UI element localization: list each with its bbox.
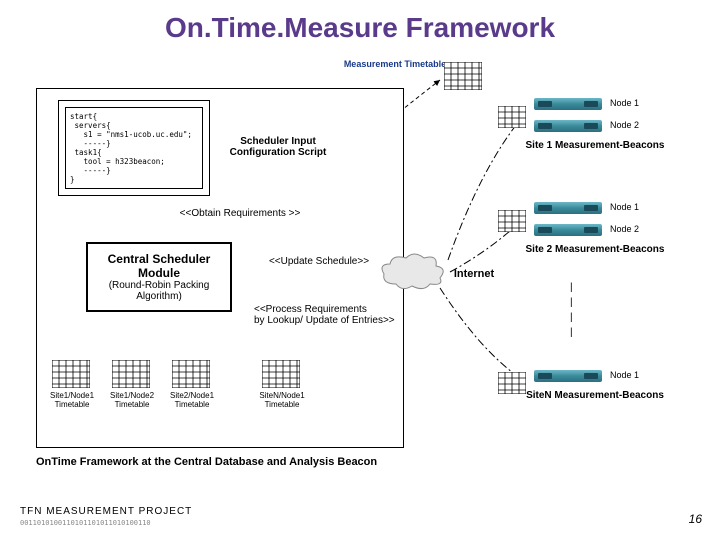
timetable-grid-icon (262, 360, 300, 388)
process-req-label: <<Process Requirements by Lookup/ Update… (254, 304, 414, 326)
svg-text:|: | (570, 312, 573, 323)
diagram-area: … | | | | start{ servers{ s1 = "nms1-uco… (0, 50, 720, 490)
node-label: Node 1 (610, 98, 639, 108)
timetable-grid-icon (112, 360, 150, 388)
site-grid-icon (498, 106, 526, 128)
svg-text:|: | (570, 297, 573, 308)
site-beacons-label: SiteN Measurement-Beacons (510, 390, 680, 401)
svg-text:|: | (570, 327, 573, 338)
svg-text:|: | (570, 282, 573, 293)
server-icon (534, 120, 602, 138)
footer-caption: OnTime Framework at the Central Database… (36, 456, 377, 468)
timetable-grid-icon (52, 360, 90, 388)
internet-cloud-icon (378, 250, 448, 294)
site-beacons-label: Site 1 Measurement-Beacons (510, 140, 680, 151)
project-logo: TFN MEASUREMENT PROJECT 0011010100110101… (20, 506, 192, 528)
scheduler-input-label: Scheduler Input Configuration Script (218, 136, 338, 158)
logo-text: TFN MEASUREMENT PROJECT (20, 506, 192, 517)
node-label: Node 1 (610, 202, 639, 212)
page-title: On.Time.Measure Framework (0, 0, 720, 44)
obtain-req-label: <<Obtain Requirements >> (160, 208, 320, 219)
server-icon (534, 98, 602, 116)
timetable-grid-icon (172, 360, 210, 388)
server-icon (534, 224, 602, 242)
config-script-box: start{ servers{ s1 = "nms1-ucob.uc.edu";… (58, 100, 210, 196)
measurement-timetable-label: Measurement Timetable (330, 60, 460, 70)
scheduler-title: Central Scheduler Module (92, 252, 226, 280)
server-icon (534, 370, 602, 388)
update-schedule-label: <<Update Schedule>> (254, 256, 384, 267)
node-label: Node 1 (610, 370, 639, 380)
site-grid-icon (498, 210, 526, 232)
internet-label: Internet (444, 268, 504, 280)
server-icon (534, 202, 602, 220)
scheduler-subtitle: (Round-Robin Packing Algorithm) (92, 280, 226, 302)
measurement-timetable-grid-icon (444, 62, 482, 90)
logo-bits: 0011010100110101101011010100110 (20, 519, 151, 527)
node-label: Node 2 (610, 120, 639, 130)
config-script-text: start{ servers{ s1 = "nms1-ucob.uc.edu";… (70, 112, 198, 184)
timetable-label: SiteN/Node1 Timetable (254, 392, 310, 410)
site-beacons-label: Site 2 Measurement-Beacons (510, 244, 680, 255)
timetable-label: Site1/Node2 Timetable (104, 392, 160, 410)
timetable-label: Site2/Node1 Timetable (164, 392, 220, 410)
node-label: Node 2 (610, 224, 639, 234)
page-number: 16 (689, 512, 702, 526)
timetable-label: Site1/Node1 Timetable (44, 392, 100, 410)
scheduler-module-box: Central Scheduler Module (Round-Robin Pa… (86, 242, 232, 312)
